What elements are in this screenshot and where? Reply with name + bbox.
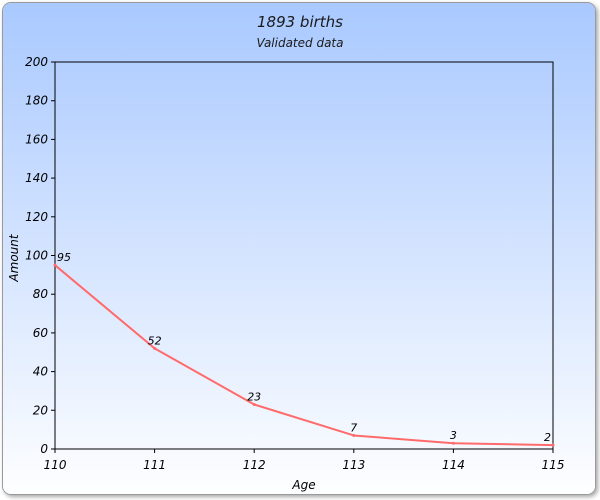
- y-tick-label: 0: [40, 442, 48, 456]
- plot-area: [54, 61, 554, 450]
- chart-background: [3, 3, 595, 494]
- chart-title: 1893 births: [257, 13, 343, 31]
- data-point: [451, 441, 455, 445]
- data-label: 7: [350, 421, 357, 434]
- data-point: [252, 402, 256, 406]
- x-axis-label: Age: [291, 478, 315, 492]
- x-tick-label: 111: [143, 458, 166, 472]
- data-point: [352, 433, 356, 437]
- series-group: [53, 263, 555, 447]
- data-label: 3: [450, 429, 457, 442]
- x-tick-label: 115: [542, 458, 565, 472]
- data-label: 52: [148, 334, 162, 347]
- y-tick-label: 180: [25, 94, 48, 108]
- data-point: [153, 346, 157, 350]
- y-axis-label: Amount: [7, 233, 21, 282]
- x-axis-ticks: 110 111 112 113 114 115: [44, 449, 565, 472]
- y-tick-label: 60: [33, 326, 49, 340]
- x-tick-label: 110: [44, 458, 67, 472]
- y-tick-label: 120: [25, 210, 48, 224]
- series-line: [54, 264, 554, 447]
- x-tick-label: 113: [342, 458, 365, 472]
- chart-subtitle: Validated data: [257, 36, 344, 50]
- x-tick-label: 114: [442, 458, 465, 472]
- x-tick-label: 112: [243, 458, 266, 472]
- y-axis-ticks: 0 20 40 60 80 100 120 140 160 180 200: [25, 55, 55, 456]
- y-tick-label: 20: [33, 403, 49, 417]
- data-label: 2: [544, 431, 551, 444]
- y-tick-label: 200: [25, 55, 48, 69]
- y-tick-label: 80: [33, 287, 49, 301]
- data-label: 95: [57, 251, 71, 264]
- y-tick-label: 40: [33, 365, 49, 379]
- data-labels: 95 52 23 7 3 2: [57, 251, 551, 444]
- data-point: [53, 263, 57, 267]
- data-label: 23: [247, 390, 261, 403]
- data-point: [551, 443, 555, 447]
- y-tick-label: 160: [25, 132, 48, 146]
- chart-frame: 1893 births Validated data 0 20 40 60 80 100 1…: [2, 2, 596, 495]
- line-chart: 1893 births Validated data 0 20 40 60 80 100 1…: [3, 3, 595, 494]
- y-tick-label: 140: [25, 171, 48, 185]
- y-tick-label: 100: [25, 249, 48, 263]
